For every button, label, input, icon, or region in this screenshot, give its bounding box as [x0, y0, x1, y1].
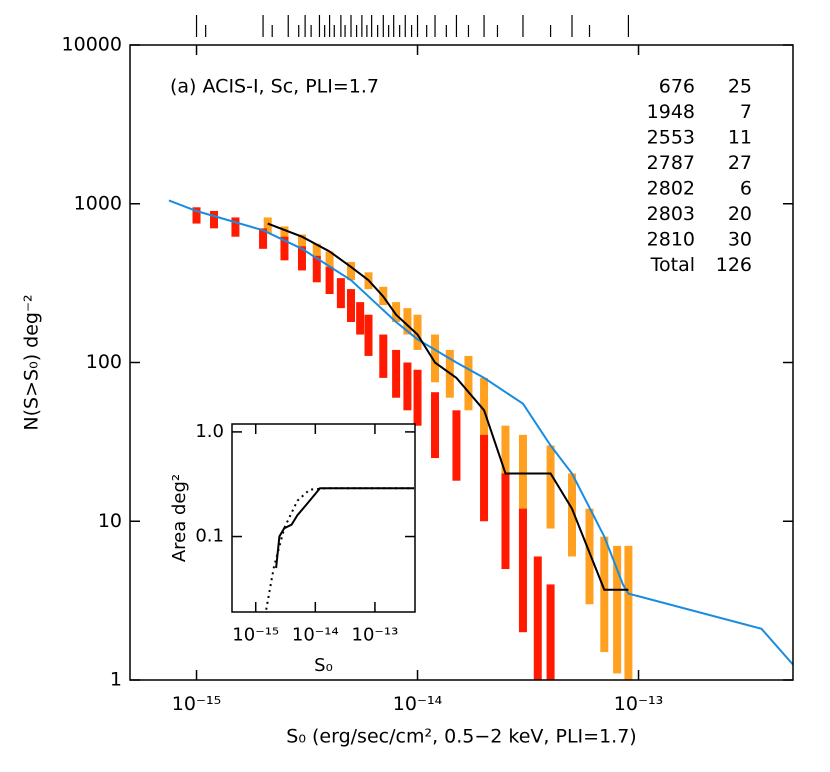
error-bar: [347, 289, 355, 322]
error-bar: [431, 392, 440, 459]
error-bar: [613, 545, 622, 674]
x-tick-label: 10⁻¹³: [614, 693, 663, 715]
error-bar: [452, 410, 461, 481]
error-bar: [546, 445, 555, 529]
error-bar: [464, 355, 473, 411]
series-line: [267, 222, 629, 591]
table-cell: 126: [716, 254, 752, 276]
y-axis-label: N(S>S₀) deg⁻²: [21, 294, 43, 430]
error-bar: [297, 234, 306, 251]
plot-frame: [231, 423, 416, 613]
error-bar: [364, 314, 373, 356]
y-tick-label: 1: [110, 669, 122, 691]
error-bar: [347, 261, 355, 281]
error-bar: [231, 217, 240, 237]
error-bar: [501, 425, 510, 509]
inset-plot: 1.0 0.1 10⁻¹⁵ 10⁻¹⁴ 10⁻¹³ S₀ Area deg²: [169, 421, 416, 676]
table-cell: 2787: [647, 152, 695, 174]
table-cell: 25: [728, 76, 752, 98]
series-line: [168, 199, 793, 666]
error-bar: [546, 584, 555, 680]
y-tick-label: 1.0: [195, 421, 224, 442]
x-axis-label: S₀: [314, 655, 333, 676]
annotation: (a) ACIS-I, Sc, PLI=1.7: [170, 76, 379, 98]
table-cell: 27: [728, 152, 752, 174]
error-bar: [518, 434, 527, 522]
table-cell: 11: [728, 127, 752, 149]
error-bar: [431, 334, 440, 383]
error-bar: [312, 255, 321, 283]
x-tick-label: 10⁻¹³: [352, 624, 399, 645]
error-bar: [192, 207, 201, 224]
table-cell: 2810: [647, 229, 695, 251]
error-bar: [480, 434, 489, 522]
y-tick-label: 10: [98, 510, 122, 532]
error-bar: [280, 226, 289, 242]
error-bar: [624, 545, 633, 680]
table-cell: 2803: [647, 203, 695, 225]
x-tick-label: 10⁻¹⁴: [393, 693, 443, 715]
table-cell: 30: [728, 229, 752, 251]
error-bar: [379, 334, 388, 378]
series-line: [275, 487, 414, 569]
x-tick-label: 10⁻¹⁴: [292, 624, 339, 645]
error-bar: [413, 369, 422, 426]
table-cell: 676: [659, 76, 695, 98]
x-tick-label: 10⁻¹⁵: [172, 693, 221, 715]
table-cell: 6: [740, 178, 752, 200]
error-bar: [259, 228, 268, 249]
x-tick-label: 10⁻¹⁵: [232, 624, 279, 645]
error-bar: [325, 266, 334, 295]
main-plot: 1 10 100 1000 10000 10⁻¹⁵ 10⁻¹⁴ 10⁻¹³ S₀ (erg/se…: [21, 15, 794, 748]
error-bar: [392, 349, 401, 398]
error-bar: [210, 211, 219, 229]
x-axis-label: S₀ (erg/sec/cm², 0.5−2 keV, PLI=1.7): [286, 726, 636, 748]
table-cell: 2802: [647, 178, 695, 200]
error-bar: [297, 246, 306, 271]
series-line: [265, 487, 414, 610]
y-axis-label: Area deg²: [169, 474, 190, 562]
error-bar: [312, 243, 321, 261]
error-bar: [392, 302, 401, 322]
y-tick-label: 0.1: [195, 526, 224, 547]
error-bar: [600, 536, 609, 653]
error-bar: [336, 278, 345, 309]
y-tick-label: 10000: [62, 34, 122, 56]
error-bar: [585, 508, 594, 605]
error-bar: [413, 314, 422, 350]
error-bar: [263, 217, 272, 234]
inset-background: [232, 424, 415, 612]
error-bar: [568, 473, 576, 557]
error-bar: [356, 302, 365, 335]
table-cell: 1948: [647, 101, 695, 123]
error-bar: [403, 308, 412, 335]
error-bar: [325, 251, 334, 269]
y-tick-label: 1000: [74, 192, 122, 214]
table-cell: 2553: [647, 127, 695, 149]
error-bar: [533, 556, 542, 680]
error-bar: [518, 508, 527, 633]
plot-area: [265, 487, 414, 610]
table-cell: 7: [740, 101, 752, 123]
y-tick-label: 100: [86, 351, 122, 373]
error-bar: [501, 473, 510, 570]
plot-area: [168, 199, 793, 680]
error-bar: [280, 236, 289, 261]
table-cell: Total: [650, 254, 695, 276]
table-cell: 20: [728, 203, 752, 225]
error-bar: [403, 362, 412, 411]
